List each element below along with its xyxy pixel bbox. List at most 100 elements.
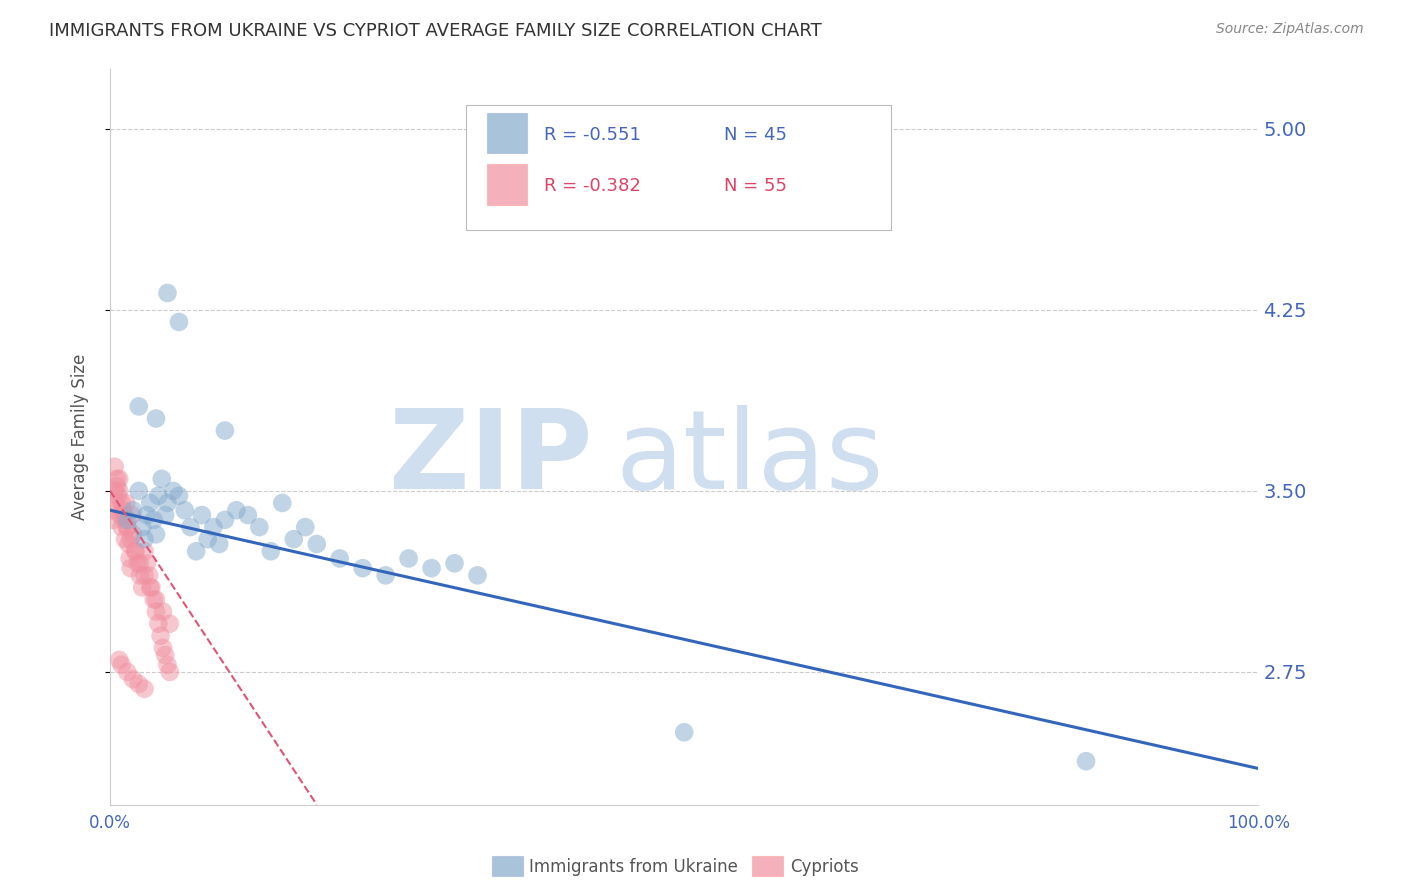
Point [105, 479, 128, 493]
Point [134, 544, 156, 558]
Point [121, 508, 143, 522]
Point [117, 520, 139, 534]
Point [398, 551, 420, 566]
Text: IMMIGRANTS FROM UKRAINE VS CYPRIOT AVERAGE FAMILY SIZE CORRELATION CHART: IMMIGRANTS FROM UKRAINE VS CYPRIOT AVERA… [49, 22, 823, 40]
Point [135, 557, 157, 571]
Point [202, 520, 225, 534]
Point [120, 532, 142, 546]
Point [305, 537, 328, 551]
Point [131, 581, 153, 595]
Point [153, 648, 176, 662]
Point [352, 561, 374, 575]
Point [1074, 754, 1097, 768]
Point [112, 513, 135, 527]
Point [145, 411, 167, 425]
Text: N = 55: N = 55 [724, 178, 787, 195]
Point [197, 532, 219, 546]
Point [108, 653, 131, 667]
Point [110, 520, 132, 534]
Point [294, 520, 316, 534]
Point [145, 592, 167, 607]
Bar [486, 112, 527, 153]
Point [114, 532, 136, 546]
Point [128, 677, 150, 691]
Point [117, 537, 139, 551]
Point [374, 568, 396, 582]
Point [145, 527, 167, 541]
Text: Source: ZipAtlas.com: Source: ZipAtlas.com [1216, 22, 1364, 37]
Point [129, 557, 152, 571]
Text: R = -0.382: R = -0.382 [544, 178, 641, 195]
Point [107, 489, 129, 503]
Point [156, 285, 179, 300]
Point [105, 472, 128, 486]
Point [139, 496, 162, 510]
Point [283, 532, 305, 546]
Point [159, 665, 181, 679]
Point [120, 561, 142, 575]
Point [673, 725, 696, 739]
Point [159, 616, 181, 631]
Text: Immigrants from Ukraine: Immigrants from Ukraine [529, 858, 738, 876]
Point [208, 537, 231, 551]
Point [148, 616, 170, 631]
Point [145, 605, 167, 619]
Y-axis label: Average Family Size: Average Family Size [72, 353, 89, 520]
Point [236, 508, 259, 522]
Point [117, 665, 139, 679]
Point [110, 657, 132, 672]
Point [104, 459, 127, 474]
Point [128, 483, 150, 498]
Point [179, 520, 201, 534]
Point [467, 568, 489, 582]
Point [420, 561, 443, 575]
Point [167, 489, 190, 503]
Point [131, 520, 153, 534]
Point [152, 605, 174, 619]
Point [128, 400, 150, 414]
Point [156, 496, 179, 510]
Point [124, 544, 146, 558]
Text: Cypriots: Cypriots [790, 858, 859, 876]
Point [122, 527, 145, 541]
Point [103, 513, 125, 527]
Point [134, 681, 156, 696]
Point [150, 472, 173, 486]
Point [110, 508, 132, 522]
Point [122, 503, 145, 517]
Point [152, 640, 174, 655]
Point [124, 544, 146, 558]
FancyBboxPatch shape [465, 105, 891, 230]
Point [104, 496, 127, 510]
Point [138, 568, 160, 582]
Point [127, 557, 149, 571]
Point [329, 551, 352, 566]
Point [443, 557, 465, 571]
Point [225, 503, 247, 517]
Bar [486, 164, 527, 204]
Point [118, 551, 141, 566]
Point [173, 503, 195, 517]
Point [162, 483, 184, 498]
Point [108, 472, 131, 486]
Point [134, 532, 156, 546]
Point [142, 513, 165, 527]
Point [117, 520, 139, 534]
Text: N = 45: N = 45 [724, 126, 787, 144]
Point [112, 508, 135, 522]
Point [129, 568, 152, 582]
Point [191, 508, 214, 522]
Point [260, 544, 283, 558]
Point [167, 315, 190, 329]
Point [153, 508, 176, 522]
Point [110, 496, 132, 510]
Point [271, 496, 294, 510]
Text: ZIP: ZIP [389, 405, 592, 512]
Point [122, 672, 145, 686]
Point [149, 629, 172, 643]
Point [214, 513, 236, 527]
Text: R = -0.551: R = -0.551 [544, 126, 641, 144]
Point [111, 503, 134, 517]
Point [104, 483, 127, 498]
Point [115, 496, 138, 510]
